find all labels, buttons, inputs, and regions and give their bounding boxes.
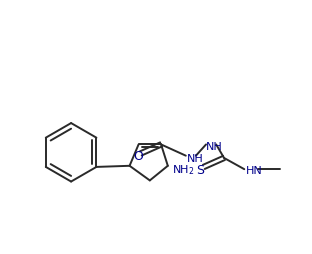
Text: S: S xyxy=(197,164,204,177)
Text: O: O xyxy=(134,150,144,163)
Text: NH$_2$: NH$_2$ xyxy=(172,163,195,177)
Text: HN: HN xyxy=(246,166,262,177)
Text: NH: NH xyxy=(187,154,204,164)
Text: NH: NH xyxy=(206,142,223,152)
